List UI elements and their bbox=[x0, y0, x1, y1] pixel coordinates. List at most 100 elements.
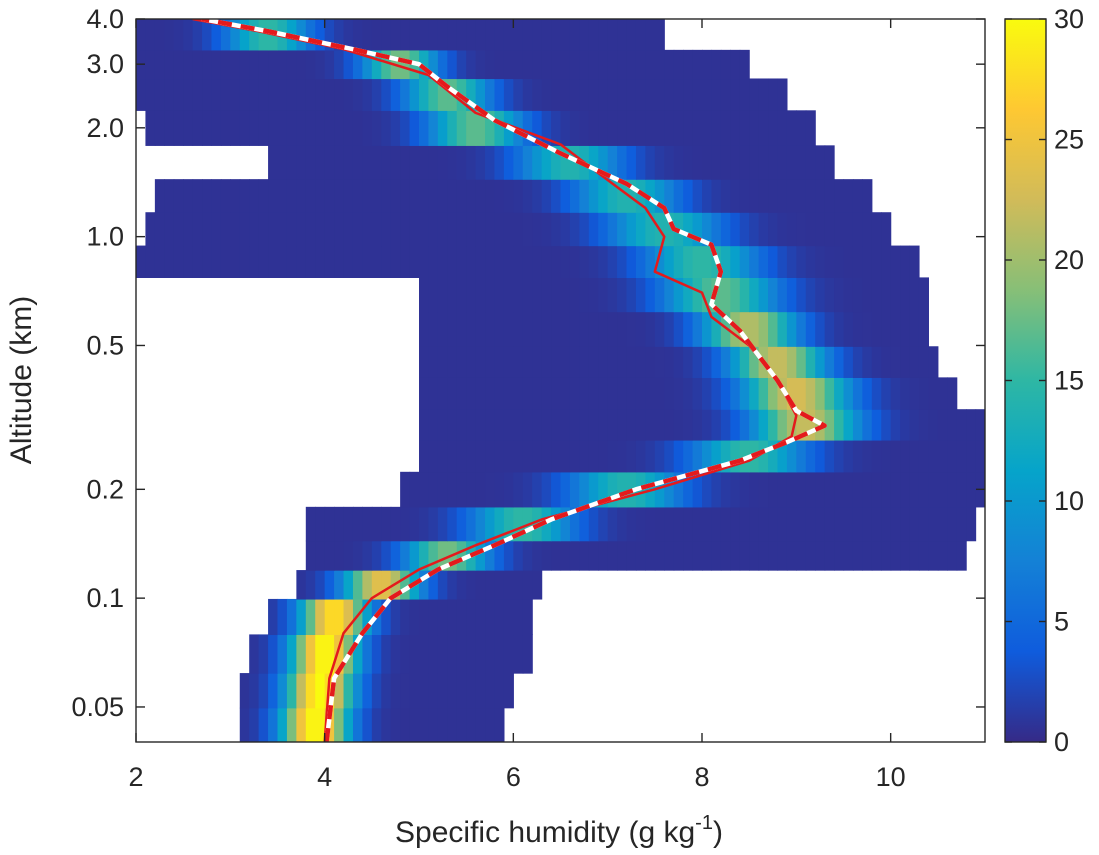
density-cell bbox=[362, 179, 373, 213]
density-cell bbox=[485, 598, 496, 636]
density-cell bbox=[654, 145, 665, 180]
density-cell bbox=[145, 212, 156, 247]
density-cell bbox=[928, 471, 939, 508]
density-cell bbox=[966, 409, 977, 441]
density-cell bbox=[664, 49, 675, 80]
density-cell bbox=[400, 673, 411, 709]
density-cell bbox=[513, 439, 524, 473]
density-cell bbox=[598, 212, 609, 247]
density-cell bbox=[834, 439, 845, 473]
density-cell bbox=[494, 78, 505, 111]
density-cell bbox=[862, 377, 873, 410]
density-cell bbox=[409, 78, 420, 111]
density-cell bbox=[286, 212, 297, 247]
density-cell bbox=[428, 409, 439, 441]
density-cell bbox=[673, 311, 684, 347]
density-cell bbox=[607, 377, 618, 410]
density-cell bbox=[673, 540, 684, 571]
density-cell bbox=[588, 346, 599, 378]
density-cell bbox=[862, 506, 873, 542]
density-cell bbox=[220, 179, 231, 213]
density-cell bbox=[617, 409, 628, 441]
density-cell bbox=[164, 179, 175, 213]
density-cell bbox=[419, 245, 430, 278]
density-cell bbox=[768, 311, 779, 347]
density-cell bbox=[730, 471, 741, 508]
density-cell bbox=[730, 179, 741, 213]
density-cell bbox=[635, 506, 646, 542]
density-cell bbox=[749, 245, 760, 278]
density-cell bbox=[645, 409, 656, 441]
density-cell bbox=[503, 277, 514, 313]
density-cell bbox=[437, 346, 448, 378]
density-cell bbox=[617, 277, 628, 313]
density-cell bbox=[588, 277, 599, 313]
density-cell bbox=[890, 346, 901, 378]
density-cell bbox=[494, 673, 505, 709]
density-cell bbox=[551, 540, 562, 571]
density-cell bbox=[834, 179, 845, 213]
density-cell bbox=[324, 540, 335, 571]
density-cell bbox=[485, 634, 496, 674]
y-tick-label: 4.0 bbox=[86, 4, 124, 34]
density-cell bbox=[834, 277, 845, 313]
density-cell bbox=[683, 212, 694, 247]
density-cell bbox=[900, 311, 911, 347]
density-cell bbox=[437, 179, 448, 213]
density-cell bbox=[720, 277, 731, 313]
density-cell bbox=[683, 409, 694, 441]
density-cell bbox=[437, 506, 448, 542]
density-cell bbox=[551, 311, 562, 347]
density-cell bbox=[522, 346, 533, 378]
density-cell bbox=[390, 78, 401, 111]
density-cell bbox=[635, 540, 646, 571]
density-cell bbox=[569, 377, 580, 410]
density-cell bbox=[852, 540, 863, 571]
density-cell bbox=[796, 540, 807, 571]
density-cell bbox=[588, 311, 599, 347]
density-cell bbox=[456, 145, 467, 180]
y-tick-label: 1.0 bbox=[86, 222, 124, 252]
density-cell bbox=[371, 506, 382, 542]
density-cell bbox=[673, 277, 684, 313]
density-cell bbox=[588, 439, 599, 473]
density-cell bbox=[711, 346, 722, 378]
density-cell bbox=[881, 540, 892, 571]
density-cell bbox=[513, 311, 524, 347]
density-cell bbox=[617, 377, 628, 410]
density-cell bbox=[626, 377, 637, 410]
density-cell bbox=[551, 277, 562, 313]
density-cell bbox=[532, 439, 543, 473]
density-cell bbox=[494, 506, 505, 542]
density-cell bbox=[362, 245, 373, 278]
density-cell bbox=[485, 540, 496, 571]
density-cell bbox=[749, 471, 760, 508]
density-cell bbox=[334, 506, 345, 542]
density-cell bbox=[522, 277, 533, 313]
density-cell bbox=[909, 245, 920, 278]
density-cell bbox=[437, 471, 448, 508]
density-cell bbox=[400, 78, 411, 111]
density-cell bbox=[371, 245, 382, 278]
density-cell bbox=[400, 245, 411, 278]
density-cell bbox=[635, 311, 646, 347]
density-cell bbox=[154, 49, 165, 80]
density-cell bbox=[485, 439, 496, 473]
density-cell bbox=[286, 707, 297, 742]
density-cell bbox=[560, 409, 571, 441]
density-cell bbox=[494, 110, 505, 146]
density-row bbox=[419, 277, 929, 313]
density-cell bbox=[136, 19, 147, 51]
density-cell bbox=[843, 439, 854, 473]
density-cell bbox=[805, 540, 816, 571]
density-cell bbox=[569, 409, 580, 441]
density-cell bbox=[362, 110, 373, 146]
density-cell bbox=[324, 145, 335, 180]
density-cell bbox=[645, 346, 656, 378]
density-cell bbox=[702, 346, 713, 378]
density-cell bbox=[739, 145, 750, 180]
density-cell bbox=[352, 110, 363, 146]
density-cell bbox=[645, 439, 656, 473]
density-cell bbox=[777, 78, 788, 111]
density-cell bbox=[381, 212, 392, 247]
